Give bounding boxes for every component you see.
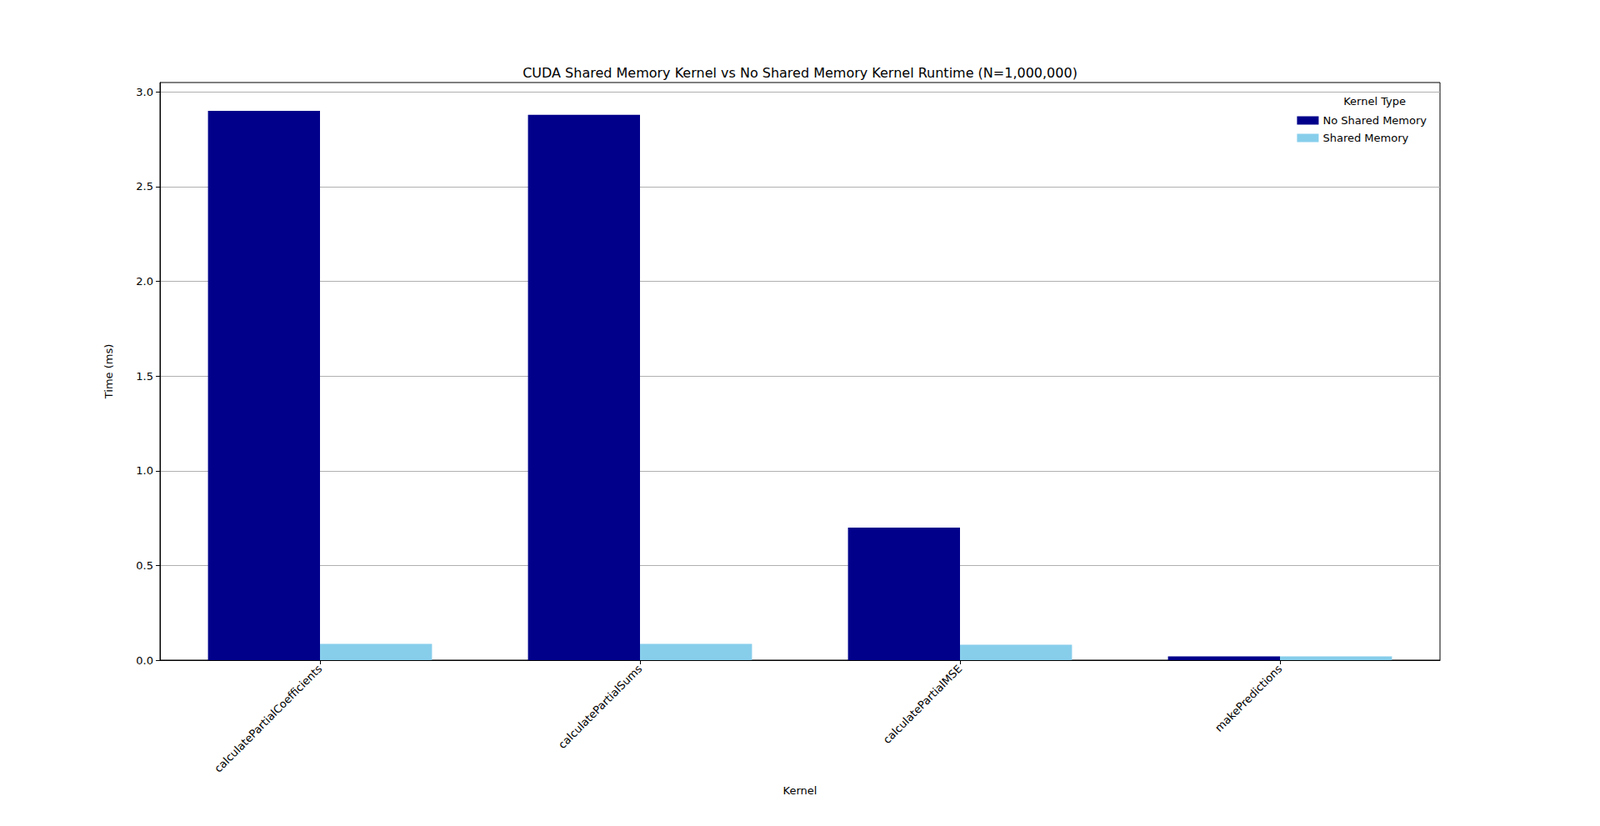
svg-text:makePredictions: makePredictions bbox=[1212, 662, 1285, 735]
svg-text:1.5: 1.5 bbox=[135, 370, 154, 383]
svg-text:1.0: 1.0 bbox=[135, 464, 154, 477]
svg-text:Kernel: Kernel bbox=[783, 784, 818, 797]
svg-text:Shared Memory: Shared Memory bbox=[1322, 131, 1409, 145]
svg-text:2.0: 2.0 bbox=[135, 275, 154, 288]
svg-text:No Shared Memory: No Shared Memory bbox=[1322, 114, 1427, 127]
svg-text:Kernel Type: Kernel Type bbox=[1343, 95, 1406, 108]
svg-text:Time (ms): Time (ms) bbox=[102, 344, 115, 400]
svg-text:calculatePartialSums: calculatePartialSums bbox=[555, 662, 645, 752]
svg-text:calculatePartialMSE: calculatePartialMSE bbox=[880, 662, 965, 747]
svg-text:0.0: 0.0 bbox=[135, 654, 154, 667]
svg-text:0.5: 0.5 bbox=[135, 559, 154, 572]
svg-text:2.5: 2.5 bbox=[135, 180, 154, 193]
svg-text:3.0: 3.0 bbox=[135, 85, 154, 99]
svg-text:calculatePartialCoefficients: calculatePartialCoefficients bbox=[211, 662, 325, 775]
svg-text:CUDA Shared Memory Kernel vs N: CUDA Shared Memory Kernel vs No Shared M… bbox=[522, 65, 1078, 81]
